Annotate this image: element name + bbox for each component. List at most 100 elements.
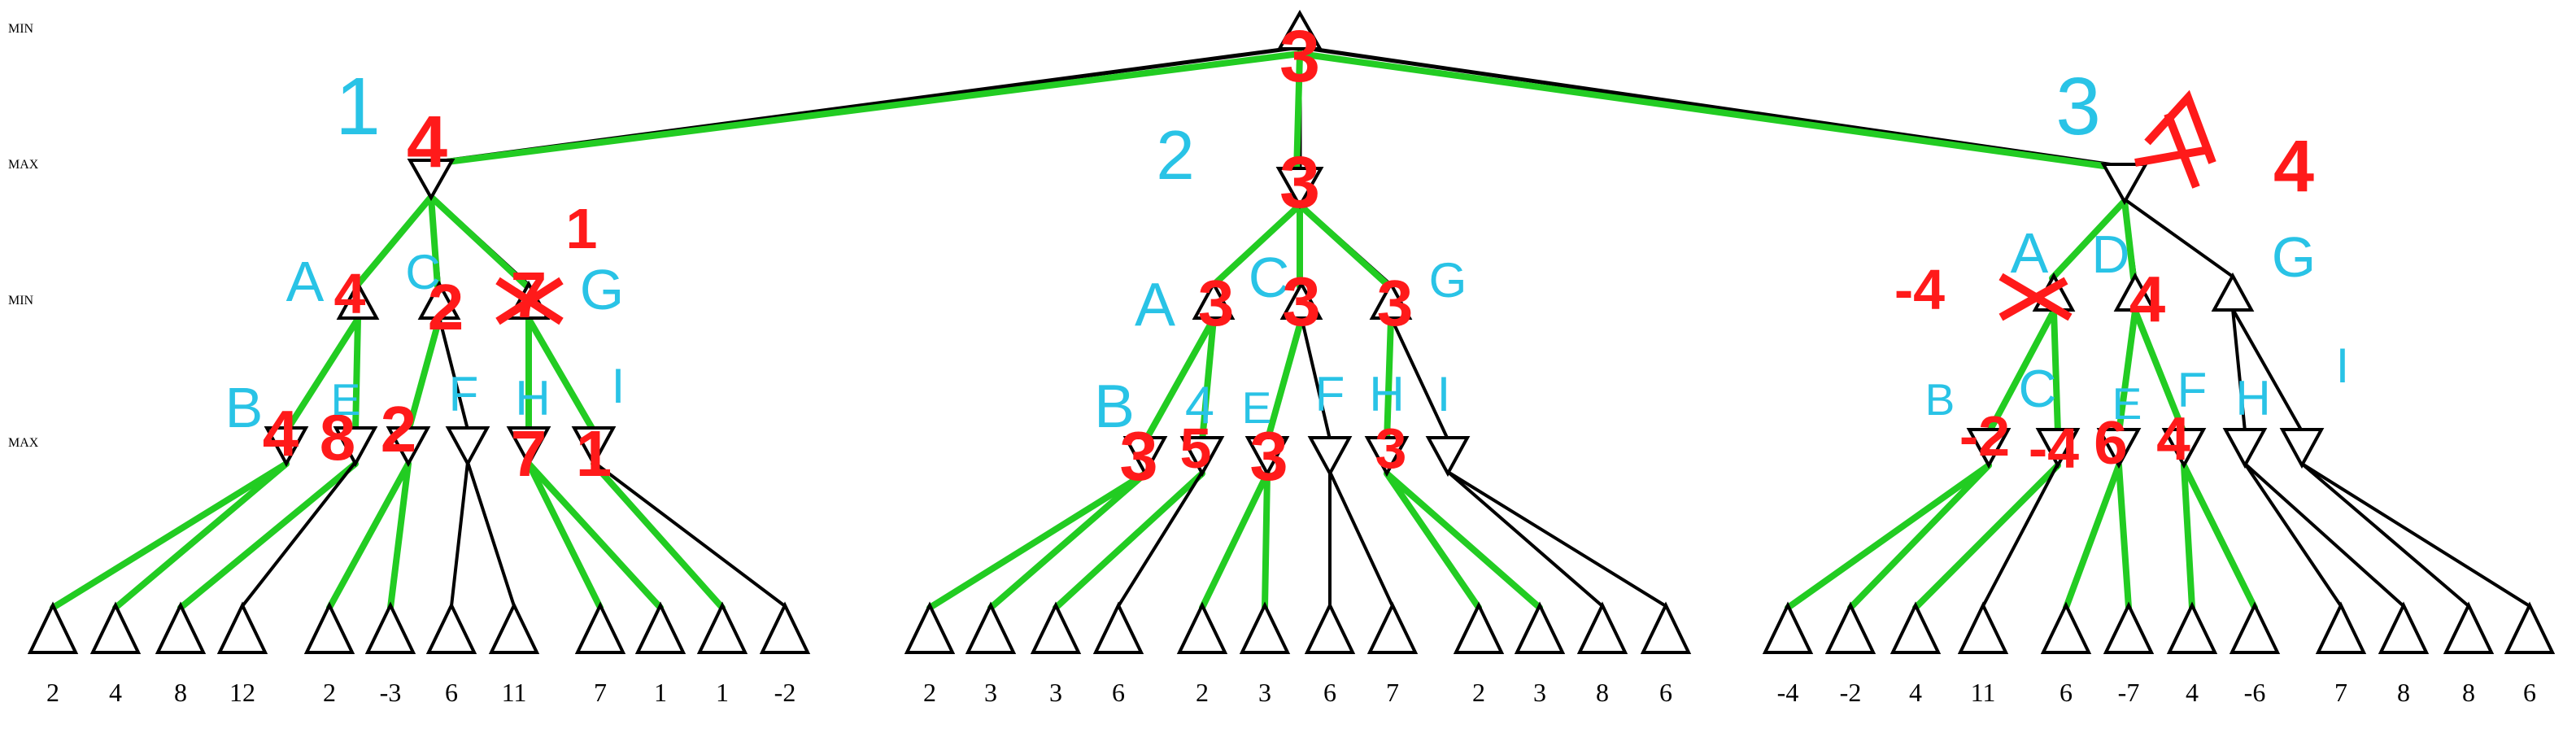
leaf-value: -7 <box>2118 678 2140 707</box>
edge-s1-max-to-leaf-2-explored <box>1053 470 1205 611</box>
edge-root-to-max-2-explored <box>1297 50 2125 172</box>
s3-min-node-3 <box>2211 272 2255 312</box>
edge-s0-max-to-min-2-explored <box>428 194 530 290</box>
edge-s2-max-to-leaf-3 <box>1981 462 2059 608</box>
s2-leaf-node-5 <box>1176 601 1228 654</box>
s1-leaf-node-5 <box>303 601 355 654</box>
level-label-min-2: MIN <box>8 294 34 308</box>
right-max-letter-e: E <box>2112 378 2142 429</box>
edge-s1-max-to-min-2-explored <box>1297 202 1393 290</box>
s2-max-node-6 <box>1425 436 1471 478</box>
s2-min-node-3 <box>1369 280 1413 320</box>
mid-max-letter-b: B <box>1094 372 1135 440</box>
edge-s1-max-to-leaf-1-explored <box>987 470 1149 611</box>
s1-leaf-node-10 <box>634 601 686 654</box>
edge-s2-max-to-leaf-5-explored <box>2116 462 2132 611</box>
right-min-letter-g: G <box>2272 225 2316 289</box>
edge-s2-max-to-leaf-7-explored <box>2181 462 2258 611</box>
s3-max-node-1 <box>1966 428 2012 469</box>
s3-max-node-3 <box>2096 428 2142 469</box>
edge-s0-max-to-leaf-8-explored <box>525 460 604 611</box>
edge-s1-min-to-max-0-explored <box>1142 316 1217 444</box>
s2-leaf-node-12 <box>1640 601 1692 654</box>
s1-leaf-node-7 <box>425 601 477 654</box>
edge-s0-max-to-leaf-11 <box>592 460 787 608</box>
leaf-value: -2 <box>1840 678 1862 707</box>
leaf-value: 7 <box>1386 678 1399 707</box>
s3-max-node-5 <box>2222 428 2268 469</box>
max-node-2 <box>1275 167 1324 210</box>
left-max-value-c: 8 <box>320 401 356 473</box>
level-label-min-root: MIN <box>8 22 34 36</box>
subtree-label-3: 3 <box>2055 61 2101 152</box>
level-label-max-1: MAX <box>8 158 39 172</box>
edge-s0-max-to-leaf-9-explored <box>525 460 664 611</box>
leaf-values: 2 4 8 12 2 -3 6 11 7 1 1 -2 2 3 3 6 2 3 6 7 2 3 8 6 -4 -2 4 11 6 -7 4-… <box>46 678 2536 707</box>
right-max-letter-i: I <box>2336 338 2350 393</box>
s2-max-node-5 <box>1364 436 1410 478</box>
edge-s1-min-to-max-3 <box>1300 316 1332 441</box>
mid-min-letter-a: A <box>1135 270 1175 338</box>
leaf-value: 4 <box>1909 678 1922 707</box>
leaf-value: 6 <box>1112 678 1125 707</box>
leaf-value: 2 <box>1196 678 1209 707</box>
s1-max-node-1 <box>264 426 309 468</box>
edge-s2-max-to-leaf-9 <box>2243 462 2405 608</box>
left-min-letter-a: A <box>286 250 325 313</box>
edge-s2-min-to-max-3-explored <box>2132 308 2187 436</box>
right-max-value-e: 6 <box>2094 408 2128 477</box>
s1-max-node-5 <box>506 426 551 468</box>
mid-max-letter-e: E <box>1242 382 1272 433</box>
leaf-value: 6 <box>445 678 458 707</box>
edge-s0-max-to-leaf-5-explored <box>387 460 412 611</box>
edge-s1-max-to-leaf-9-explored <box>1384 470 1543 611</box>
leaf-value: 7 <box>2334 678 2347 707</box>
s3-leaf-node-4 <box>1957 601 2009 654</box>
edge-s2-max-to-min-0-explored <box>2049 198 2128 281</box>
right-max-letter-b: B <box>1925 374 1955 425</box>
s2-max-node-4 <box>1307 436 1353 478</box>
edge-root-to-max-1-explored <box>1293 50 1303 176</box>
left-min-letter-c: C <box>405 245 440 299</box>
right-max-letter-f: F <box>2177 363 2208 417</box>
mid-max-value-b: 3 <box>1119 418 1157 495</box>
right-min-value-d: 4 <box>2129 263 2166 335</box>
mid-max-letter-h: H <box>1369 367 1404 421</box>
leaf-value: 6 <box>1659 678 1672 707</box>
tree-edges <box>50 45 2531 611</box>
leaf-value: 3 <box>984 678 997 707</box>
s3-leaf-node-6 <box>2103 601 2155 654</box>
leaf-value: 6 <box>2523 678 2536 707</box>
edge-s0-min-to-max-2-explored <box>405 316 442 434</box>
edge-s0-max-to-leaf-1-explored <box>112 460 290 611</box>
mid-max-value-h: 3 <box>1375 417 1407 480</box>
level-label-max-3: MAX <box>8 436 39 450</box>
edge-s0-max-to-leaf-10-explored <box>591 460 726 611</box>
s2-leaf-node-10 <box>1514 601 1566 654</box>
left-max-letter-e: E <box>331 374 361 425</box>
edge-s0-max-to-leaf-7 <box>466 460 516 608</box>
edge-s1-max-to-leaf-7 <box>1328 470 1394 608</box>
leaf-value: 3 <box>1258 678 1271 707</box>
leaf-value: 1 <box>654 678 667 707</box>
edge-s0-min-to-max-0-explored <box>283 316 361 434</box>
s3-max-node-2 <box>2035 428 2081 469</box>
edge-s1-max-to-leaf-8-explored <box>1384 470 1482 611</box>
edge-s0-max-to-leaf-2-explored <box>177 460 359 611</box>
edge-s2-max-to-leaf-1-explored <box>1847 462 1992 611</box>
s1-max-node-4 <box>445 426 490 468</box>
left-max-letter-f: F <box>449 367 479 421</box>
edge-s1-max-to-leaf-4-explored <box>1199 470 1271 611</box>
s2-leaf-node-9 <box>1453 601 1505 654</box>
left-min-value-c: 2 <box>428 271 464 343</box>
edge-s1-max-to-leaf-5-explored <box>1262 470 1271 611</box>
s3-leaf-node-3 <box>1890 601 1942 654</box>
leaf-value: 4 <box>2186 678 2199 707</box>
left-max-value-b: 4 <box>263 397 299 469</box>
leaf-value: -3 <box>380 678 402 707</box>
left-max-value-d: 2 <box>381 393 417 465</box>
edge-s2-max-to-leaf-6-explored <box>2181 462 2195 611</box>
mid-max-letter-4: 4 <box>1185 375 1214 434</box>
s1-leaf-node-3 <box>155 601 207 654</box>
